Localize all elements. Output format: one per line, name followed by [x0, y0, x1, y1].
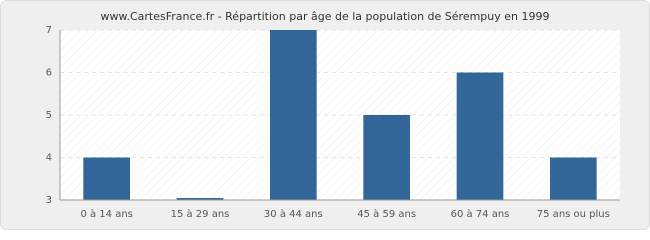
y-tick-label: 5	[46, 110, 52, 121]
bar	[363, 115, 410, 200]
bar	[176, 198, 224, 200]
bar	[456, 72, 504, 200]
bar	[83, 157, 130, 200]
bar	[550, 157, 597, 200]
x-tick-label: 30 à 44 ans	[264, 208, 323, 220]
y-tick-label: 4	[46, 153, 52, 164]
chart-title: www.CartesFrance.fr - Répartition par âg…	[100, 10, 549, 23]
x-tick-label: 15 à 29 ans	[171, 208, 230, 220]
y-tick-label: 7	[46, 25, 52, 36]
x-tick-label: 60 à 74 ans	[451, 208, 510, 220]
x-tick-label: 0 à 14 ans	[80, 208, 132, 220]
bar	[270, 30, 317, 200]
chart: www.CartesFrance.fr - Répartition par âg…	[0, 0, 650, 230]
x-tick-label: 45 à 59 ans	[357, 208, 416, 220]
y-tick-label: 6	[46, 68, 52, 79]
y-tick-label: 3	[46, 195, 52, 206]
x-tick-label: 75 ans ou plus	[537, 209, 610, 220]
